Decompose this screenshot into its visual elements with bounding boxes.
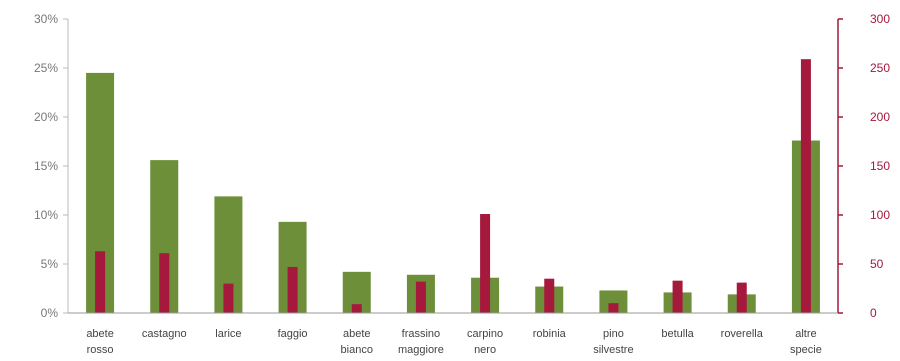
left-axis-tick-label: 30% — [34, 12, 58, 26]
category-label: altre — [795, 328, 816, 340]
bar-green — [599, 290, 628, 313]
category-label: carpino — [467, 328, 503, 340]
bar-red — [415, 281, 426, 313]
left-axis-tick-label: 25% — [34, 61, 58, 75]
right-axis-tick-label: 150 — [870, 159, 890, 173]
left-axis-tick-label: 10% — [34, 208, 58, 222]
left-axis-tick-label: 0% — [41, 306, 59, 320]
left-axis-tick-label: 5% — [41, 257, 59, 271]
category-label: silvestre — [593, 344, 633, 356]
right-axis-tick-label: 50 — [870, 257, 884, 271]
bar-red — [223, 283, 234, 313]
right-axis-tick-label: 200 — [870, 110, 890, 124]
category-label: castagno — [142, 328, 187, 340]
bar-red — [159, 253, 170, 313]
left-axis-tick-label: 20% — [34, 110, 58, 124]
right-axis-tick-label: 100 — [870, 208, 890, 222]
right-axis-tick-label: 300 — [870, 12, 890, 26]
category-label: nero — [474, 344, 496, 356]
bar-red — [287, 266, 298, 313]
bar-red — [351, 304, 362, 313]
category-label: rosso — [87, 344, 114, 356]
category-label: abete — [86, 328, 114, 340]
bar-red — [95, 251, 106, 313]
bar-red — [480, 214, 491, 313]
category-label: bianco — [341, 344, 373, 356]
left-axis-tick-label: 15% — [34, 159, 58, 173]
category-label: larice — [215, 328, 241, 340]
bar-red — [608, 303, 619, 313]
category-label: pino — [603, 328, 624, 340]
category-label: maggiore — [398, 344, 444, 356]
category-label: frassino — [402, 328, 441, 340]
category-label: faggio — [278, 328, 308, 340]
bar-red — [672, 280, 683, 313]
category-label: betulla — [661, 328, 694, 340]
category-label: roverella — [721, 328, 764, 340]
category-label: robinia — [533, 328, 567, 340]
bar-red — [736, 282, 747, 313]
bar-red — [544, 278, 555, 313]
category-label: abete — [343, 328, 371, 340]
right-axis-tick-label: 250 — [870, 61, 890, 75]
category-label: specie — [790, 344, 822, 356]
bar-red — [800, 59, 811, 314]
right-axis-tick-label: 0 — [870, 306, 877, 320]
